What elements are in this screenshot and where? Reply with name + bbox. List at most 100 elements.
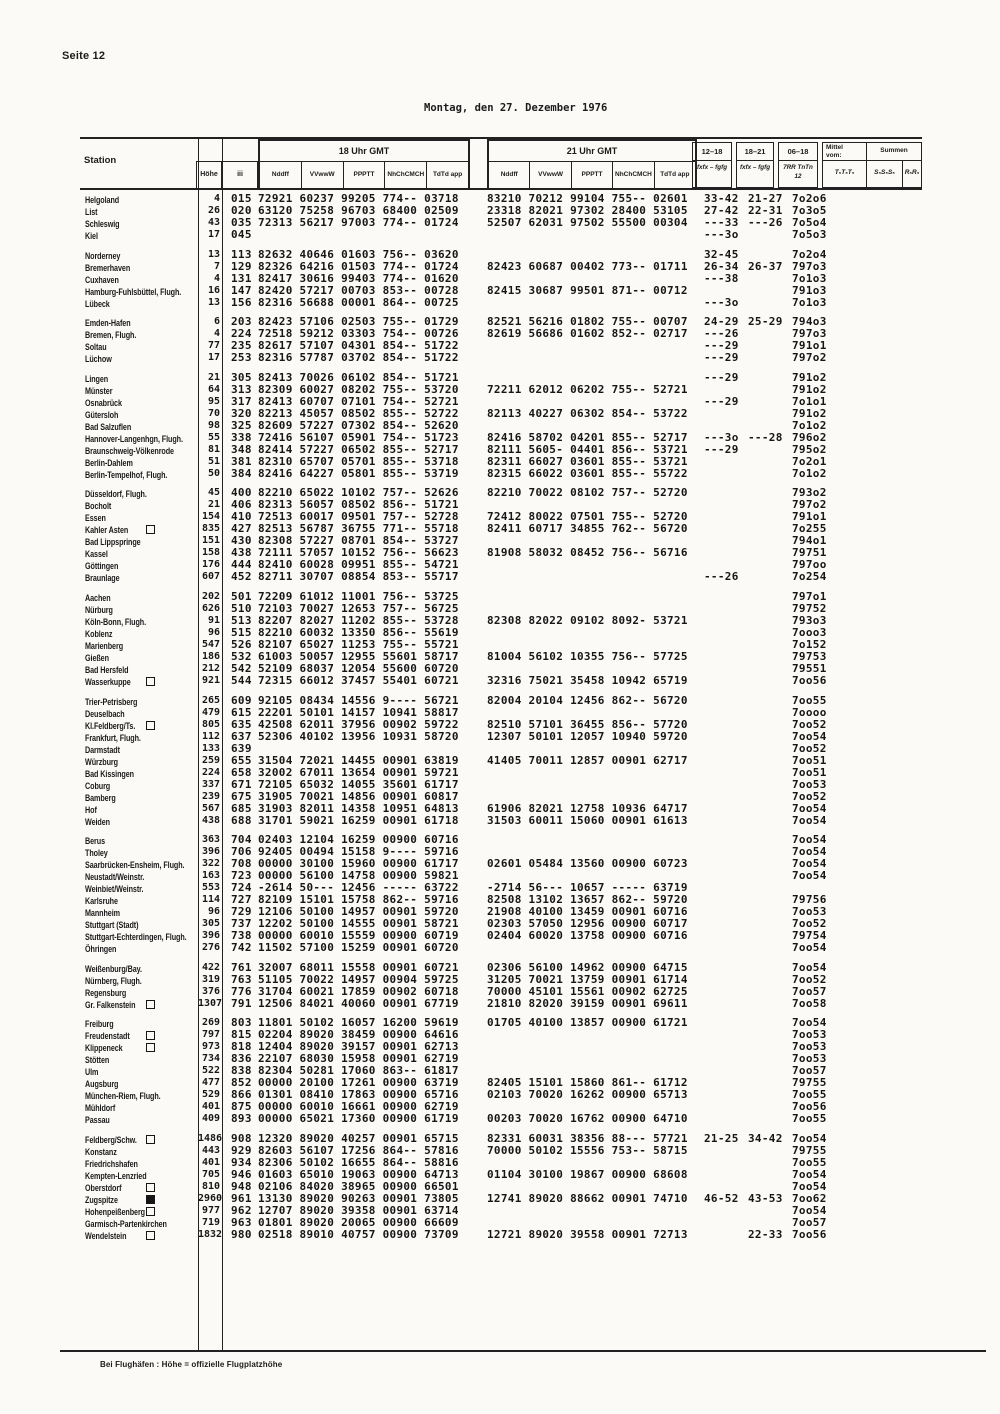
station-cell: Tholey xyxy=(80,846,198,858)
wind-18-21-cell xyxy=(748,791,792,803)
wind-12-18-cell xyxy=(704,974,748,986)
temp-06-18-cell: 791o2 xyxy=(792,370,827,384)
wind-18-21-cell: 43-53 xyxy=(748,1191,783,1205)
obs-21uhr-cell: 41405 70011 12857 00901 62717 xyxy=(487,753,688,767)
wind-12-18-cell xyxy=(704,791,748,803)
station-name: Kahler Asten xyxy=(85,525,129,536)
obs-21uhr-cell: 02404 60020 13758 00900 60716 xyxy=(487,929,688,943)
hoehe-cell: 422 xyxy=(201,961,220,973)
obs-18uhr-cell: 72105 65032 14055 35601 61717 xyxy=(258,777,459,791)
station-cell: Bamberg xyxy=(80,791,198,803)
wind-18-21-cell xyxy=(748,547,792,559)
temp-06-18-cell: 797o3 xyxy=(792,327,827,341)
wind-12-18-cell: ---33 xyxy=(704,216,739,229)
table-row: Helgoland 4 015 72921 60237 99205 774-- 037… xyxy=(80,192,922,206)
wind-18-21-cell xyxy=(748,456,792,468)
station-name: Bremerhaven xyxy=(85,262,131,273)
table-row: Passau 409 893 00000 65021 17360 00900 6171… xyxy=(80,1113,922,1126)
hoehe-cell: 1307 xyxy=(198,997,223,1009)
hoehe-cell: 547 xyxy=(201,638,220,650)
station-cell: Hannover-Langenhgn, Flugh. xyxy=(80,432,198,444)
obs-21uhr-cell xyxy=(487,791,704,803)
obs-18uhr-cell: 72921 60237 99205 774-- 03718 xyxy=(258,192,459,205)
temp-06-18-cell: 7o3o5 xyxy=(792,204,827,217)
obs-18uhr-cell: 63120 75258 96703 68400 02509 xyxy=(258,204,459,217)
hoehe-cell: 1486 xyxy=(198,1132,223,1144)
wind-18-21-cell xyxy=(748,535,792,547)
obs-21uhr-cell: 82619 56686 01602 852-- 02717 xyxy=(487,327,688,341)
hoehe-cell: 810 xyxy=(201,1180,220,1192)
station-name: Mannheim xyxy=(85,908,120,919)
group-21uhr: 21 Uhr GMT Nddff VVwwW PPPTT NhChCMCH Td… xyxy=(487,139,697,190)
wind-18-21-cell xyxy=(748,559,792,571)
hoehe-cell: 409 xyxy=(201,1113,220,1125)
page-number: Seite 12 xyxy=(62,50,106,62)
wind-18-21-cell xyxy=(748,340,792,352)
obs-21uhr-cell xyxy=(487,559,704,571)
obs-18uhr-cell: 12404 89020 39157 00901 62713 xyxy=(258,1040,459,1054)
temp-06-18-cell: 7o1o1 xyxy=(792,394,827,408)
col-mittel-summen: Mittel vom: Summen T₅T₅T₅ S₅S₅S₅ R₅R₅ xyxy=(822,142,922,188)
wind-18-21-cell xyxy=(748,663,792,675)
temp-06-18-cell: 793o2 xyxy=(792,486,827,500)
hoehe-cell: 438 xyxy=(201,814,220,826)
station-name: Norderney xyxy=(85,250,121,261)
wind-12-18-cell xyxy=(704,815,748,827)
temp-06-18-cell: 79752 xyxy=(792,601,827,615)
wind-18-21-cell xyxy=(748,499,792,511)
wind-12-18-cell xyxy=(704,1157,748,1169)
station-cell: Stuttgart (Stadt) xyxy=(80,918,198,930)
temp-06-18-cell: 791o2 xyxy=(792,382,827,396)
wind-18-21-cell xyxy=(748,930,792,942)
table-row: Hohenpeißenberg 977 962 12707 89020 39358 0… xyxy=(80,1204,922,1217)
station-name: Passau xyxy=(85,1115,110,1126)
iii-cell: 501 xyxy=(231,589,252,603)
temp-06-18-cell: 79756 xyxy=(792,893,827,907)
station-cell: Bad Salzuflen xyxy=(80,420,198,432)
obs-18uhr-cell: 82316 56688 00001 864-- 00725 xyxy=(258,295,459,309)
station-name: Lingen xyxy=(85,373,109,384)
hoehe-cell: 797 xyxy=(201,1029,220,1041)
wind-12-18-cell xyxy=(704,870,748,882)
hoehe-cell: 396 xyxy=(201,846,220,858)
wind-12-18-cell: 26-34 xyxy=(704,259,739,273)
table-row: Frankfurt, Flugh. 112 637 52306 40102 13956… xyxy=(80,730,922,743)
station-cell: Braunlage xyxy=(80,571,198,583)
obs-18uhr-cell: 72513 60017 09501 757-- 52728 xyxy=(258,510,459,524)
wind-12-18-cell xyxy=(704,408,748,420)
iii-cell: 317 xyxy=(231,394,252,408)
obs-21uhr-cell xyxy=(487,1029,704,1041)
wind-18-21-cell xyxy=(748,1101,792,1113)
table-row: Kahler Asten 835 427 82513 56787 36755 771-… xyxy=(80,523,922,536)
table-row: Bamberg 239 675 31905 70021 14856 00901 608… xyxy=(80,790,922,803)
station-cell: Nürburg xyxy=(80,603,198,615)
temp-06-18-cell: 7o152 xyxy=(792,637,827,651)
table-row: Essen 154 410 72513 60017 09501 757-- 52728… xyxy=(80,510,922,524)
wind-12-18-cell: ---38 xyxy=(704,271,739,285)
group-18uhr-subheaders: Nddff VVwwW PPPTT NhChCMCH TdTd app xyxy=(260,162,468,190)
iii-cell: 929 xyxy=(231,1143,252,1157)
table-row: Bad Salzuflen 98 325 82609 57227 07302 854-… xyxy=(80,419,922,432)
obs-21uhr-cell: 82315 66022 03601 855-- 55722 xyxy=(487,466,688,480)
wind-18-21-cell xyxy=(748,803,792,815)
table-row: Stötten 734 836 22107 68030 15958 00901 627… xyxy=(80,1053,922,1066)
temp-06-18-cell: 7oo54 xyxy=(792,1016,827,1030)
iii-cell: 452 xyxy=(231,570,252,584)
group-18uhr-title: 18 Uhr GMT xyxy=(260,141,468,162)
table-row: Koblenz 96 515 82210 60032 13350 856-- 5561… xyxy=(80,626,922,639)
table-row: Bad Hersfeld 212 542 52109 68037 12054 5560… xyxy=(80,662,922,675)
temp-06-18-cell: 7oo52 xyxy=(792,741,827,755)
station-cell: Klippeneck xyxy=(80,1041,198,1053)
table-row: Göttingen 176 444 82410 60028 09951 855-- 5… xyxy=(80,559,922,572)
obs-21uhr-cell xyxy=(487,779,704,791)
wind-18-21-cell: 22-33 xyxy=(748,1227,783,1241)
col-tdtd: TdTd app xyxy=(653,162,695,190)
wind-12-18-cell xyxy=(704,1041,748,1053)
wind-12-18-cell xyxy=(704,384,748,396)
wind-18-21-cell xyxy=(748,1089,792,1101)
station-cell: Hof xyxy=(80,803,198,815)
table-row: Nürnberg, Flugh. 319 763 51105 70022 14957 … xyxy=(80,973,922,986)
hoehe-cell: 21 xyxy=(207,371,220,383)
station-cell: Bad Kissingen xyxy=(80,767,198,779)
wind-18-21-cell xyxy=(748,719,792,731)
